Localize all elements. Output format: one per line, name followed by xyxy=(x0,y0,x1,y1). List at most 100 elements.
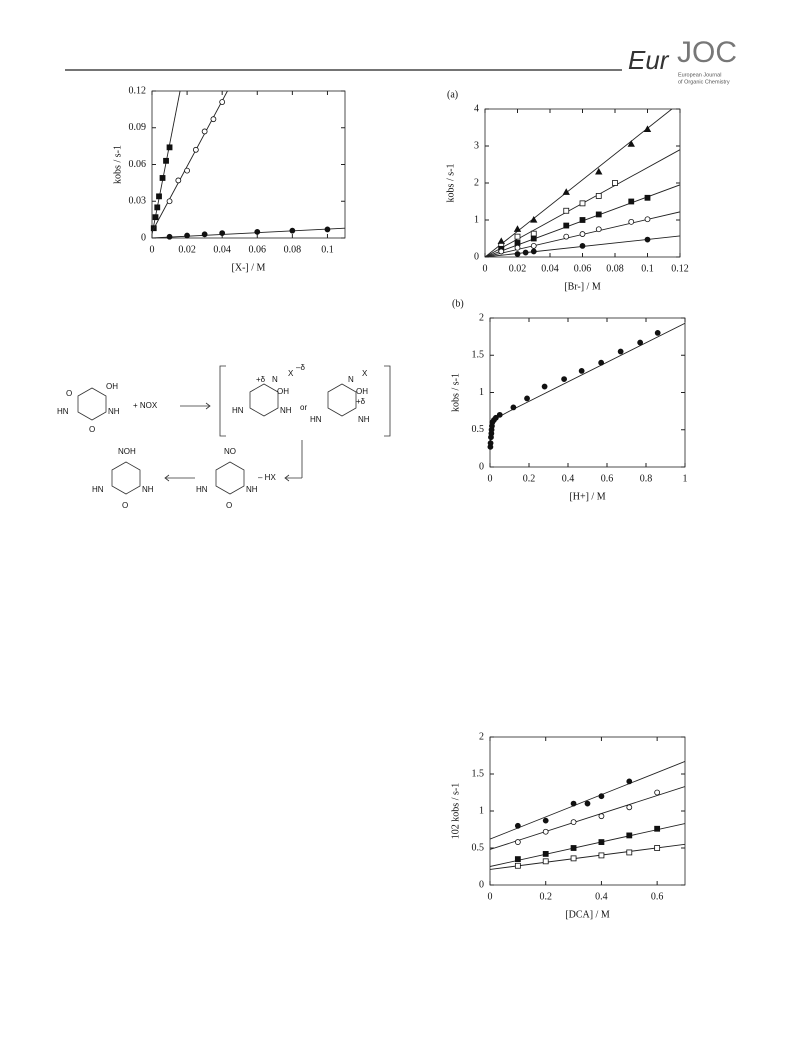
point xyxy=(166,233,173,240)
fit-line xyxy=(490,843,685,870)
point xyxy=(541,383,548,390)
point xyxy=(524,395,530,402)
point xyxy=(184,232,190,239)
y-tick-label: 4 xyxy=(474,103,479,114)
x-tick-label: 0.4 xyxy=(562,473,575,484)
logo-line: of Organic Chemistry xyxy=(678,79,730,85)
point xyxy=(627,140,635,147)
scheme-label: + NOX xyxy=(133,401,158,410)
point xyxy=(598,852,605,859)
scheme-label: NO xyxy=(224,447,236,456)
point xyxy=(626,804,633,811)
point xyxy=(219,230,226,237)
y-tick-label: 1 xyxy=(474,214,479,225)
point xyxy=(643,125,652,132)
point xyxy=(497,237,505,245)
point xyxy=(487,440,494,447)
point xyxy=(219,99,226,105)
point xyxy=(530,230,537,237)
x-tick-label: 0 xyxy=(150,244,155,255)
point xyxy=(570,845,577,851)
x-tick-label: 0.6 xyxy=(601,473,614,484)
scheme-label: HN xyxy=(196,485,208,494)
point xyxy=(201,231,208,238)
point xyxy=(626,832,633,839)
point xyxy=(166,144,173,151)
point xyxy=(510,404,517,411)
point xyxy=(595,193,602,199)
y-tick-label: 1.5 xyxy=(472,768,485,779)
point xyxy=(644,236,651,243)
y-tick-label: 3 xyxy=(474,140,479,151)
fit-line xyxy=(490,786,685,850)
y-tick-label: 0 xyxy=(479,879,484,890)
x-tick-label: 1 xyxy=(683,473,688,484)
panel-label: (b) xyxy=(452,298,464,309)
logo-line: European Journal xyxy=(678,72,721,78)
scheme-label: X xyxy=(362,369,368,378)
x-tick-label: 0.06 xyxy=(574,263,592,274)
point xyxy=(210,116,217,123)
x-tick-label: 0.4 xyxy=(595,891,608,902)
scheme-label: O xyxy=(122,501,128,510)
x-tick-label: 0.02 xyxy=(178,244,196,255)
scheme-label: OH xyxy=(106,382,118,391)
plot-frame xyxy=(489,736,686,886)
logo-joc: JOC xyxy=(677,36,737,69)
point xyxy=(514,240,521,246)
point xyxy=(644,194,651,201)
point xyxy=(514,856,521,862)
point xyxy=(530,235,537,242)
y-tick-label: 0.5 xyxy=(472,842,485,853)
point xyxy=(563,207,570,214)
x-tick-label: 0 xyxy=(483,263,488,274)
scheme-label: – HX xyxy=(258,473,276,482)
point xyxy=(595,167,603,175)
y-tick-label: 0.5 xyxy=(472,424,485,435)
point xyxy=(654,845,661,851)
x-tick-label: 0.12 xyxy=(671,263,689,274)
point xyxy=(498,248,505,255)
point xyxy=(570,819,577,825)
point xyxy=(563,233,570,240)
x-tick-label: 0.8 xyxy=(640,473,653,484)
point xyxy=(156,193,162,200)
scheme-label: N xyxy=(272,375,278,384)
scheme-label: N xyxy=(348,375,354,384)
point xyxy=(644,216,651,223)
scheme-label: NH xyxy=(280,406,292,415)
point xyxy=(530,242,537,249)
point xyxy=(595,211,602,218)
point xyxy=(530,248,537,255)
scheme-label: or xyxy=(300,403,307,412)
x-axis-label: [DCA] / M xyxy=(565,909,610,920)
point xyxy=(570,800,577,807)
point xyxy=(628,218,635,225)
scheme-label: +δ xyxy=(256,375,266,384)
fit-line xyxy=(152,91,228,233)
point xyxy=(163,157,169,164)
point xyxy=(579,231,586,237)
point xyxy=(514,822,521,829)
point xyxy=(654,789,661,796)
x-tick-label: 0.2 xyxy=(523,473,536,484)
point xyxy=(598,359,605,366)
x-tick-label: 0.1 xyxy=(321,244,334,255)
point xyxy=(626,778,633,785)
scheme-label: O xyxy=(66,389,72,398)
scheme-label: –δ xyxy=(296,363,305,372)
x-tick-label: 0.02 xyxy=(509,263,527,274)
y-tick-label: 0.06 xyxy=(129,159,147,170)
y-tick-label: 0 xyxy=(141,232,146,243)
point xyxy=(578,367,585,374)
point xyxy=(513,225,522,232)
point xyxy=(598,793,605,800)
fit-line xyxy=(485,109,673,257)
point xyxy=(159,175,166,181)
point xyxy=(324,226,331,233)
plot-frame xyxy=(489,317,686,468)
y-tick-label: 1 xyxy=(479,805,484,816)
fit-line xyxy=(490,761,685,840)
point xyxy=(492,414,499,421)
